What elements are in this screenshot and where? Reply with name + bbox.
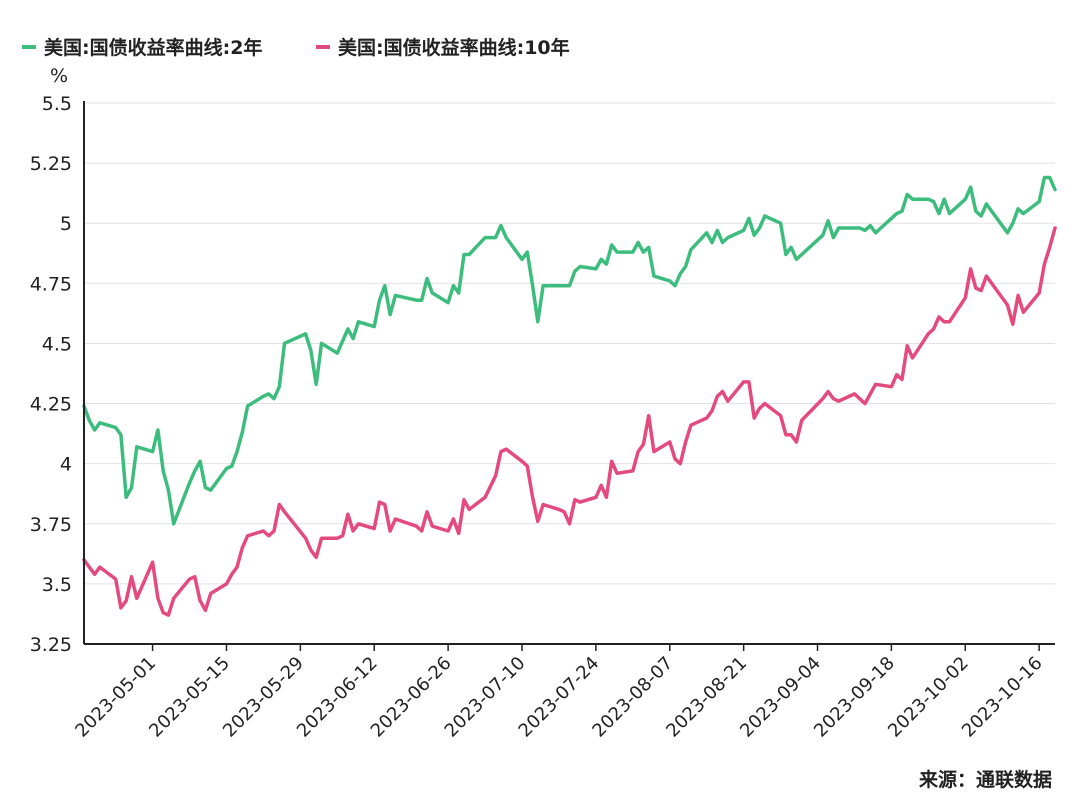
series-line-0: [82, 175, 1057, 526]
y-tick-label: 4: [60, 454, 72, 476]
y-tick-label: 4.25: [30, 394, 72, 416]
series-lines: [82, 175, 1057, 617]
legend-label: 美国:国债收益率曲线:2年: [44, 36, 262, 59]
source-label: 来源：通联数据: [919, 768, 1052, 791]
x-axis-ticks: 2023-05-012023-05-152023-05-292023-06-12…: [71, 644, 1047, 742]
y-tick-label: 5.5: [42, 93, 72, 115]
legend-label: 美国:国债收益率曲线:10年: [338, 36, 570, 59]
y-tick-label: 4.75: [30, 273, 72, 295]
gridlines: [84, 102, 1055, 585]
legend: 美国:国债收益率曲线:2年 美国:国债收益率曲线:10年: [22, 36, 570, 59]
y-tick-label: 3.5: [42, 574, 72, 596]
y-tick-label: 5: [60, 213, 72, 235]
series-line-1: [82, 226, 1057, 617]
y-axis-unit-label: %: [50, 65, 68, 87]
y-tick-label: 4.5: [42, 333, 72, 355]
y-tick-label: 3.25: [30, 634, 72, 656]
y-tick-label: 5.25: [30, 153, 72, 175]
y-axis-ticks: 3.25 3.5 3.75 4 4.25 4.5 4.75 5 5.25 5.5: [30, 93, 72, 656]
y-tick-label: 3.75: [30, 514, 72, 536]
